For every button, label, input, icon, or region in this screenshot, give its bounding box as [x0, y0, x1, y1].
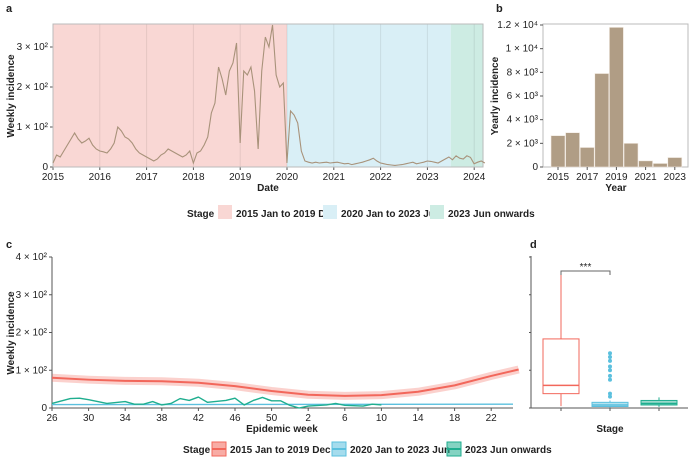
x-tick-label: 18: [449, 413, 461, 424]
y-tick-label: 4 × 10³: [507, 115, 539, 126]
x-tick-label: 2016: [89, 172, 112, 183]
x-axis-label: Date: [257, 183, 279, 194]
y-tick-label: 2 × 10²: [17, 82, 49, 93]
bar-2019: [609, 27, 624, 168]
x-tick-label: 46: [229, 413, 241, 424]
outlier-point: [608, 391, 612, 396]
outlier-point: [608, 373, 612, 378]
x-tick-label: 2022: [369, 172, 392, 183]
x-tick-label: 42: [193, 413, 205, 424]
outlier-point: [608, 351, 612, 356]
x-tick-label: 2021: [323, 172, 346, 183]
legend-swatch: [430, 205, 444, 219]
x-axis-label: Epidemic week: [246, 424, 318, 435]
y-tick-label: 4 × 10²: [16, 252, 48, 263]
x-axis-label: Stage: [596, 424, 624, 435]
legend-item: 2020 Jan to 2023 Jun: [341, 209, 441, 220]
x-tick-label: 2019: [229, 172, 252, 183]
legend-swatch: [218, 205, 232, 219]
y-tick-label: 2 × 10²: [16, 328, 48, 339]
x-tick-label: 2: [305, 413, 311, 424]
panel-label-d: d: [530, 239, 537, 251]
series-line: [51, 368, 519, 397]
stage-background: [450, 24, 484, 167]
legend-item: 2023 Jun onwards: [465, 445, 552, 456]
significance-bracket: [560, 270, 611, 275]
x-tick-label: 26: [46, 413, 58, 424]
plot-border: [52, 23, 484, 168]
box-3: [640, 399, 678, 406]
legend-swatch: [323, 205, 337, 219]
panel-label-a: a: [6, 3, 13, 15]
y-axis-label: Weekly incidence: [6, 54, 17, 138]
significance-label: ***: [580, 262, 592, 273]
bar-2022: [652, 163, 668, 168]
legend-item: 2023 Jun onwards: [448, 209, 535, 220]
outlier-point: [608, 377, 612, 382]
box-1: [542, 338, 580, 395]
bar-2021: [638, 160, 653, 168]
outlier-point: [608, 364, 612, 369]
outlier-point: [608, 394, 612, 399]
legend-title: Stage: [183, 445, 211, 456]
y-tick-label: 0: [41, 403, 47, 414]
x-tick-label: 34: [120, 413, 132, 424]
legend-title: Stage: [187, 209, 215, 220]
y-tick-label: 3 × 10²: [16, 290, 48, 301]
y-tick-label: 8 × 10³: [507, 67, 539, 78]
y-tick-label: 6 × 10³: [507, 91, 539, 102]
outlier-point: [608, 368, 612, 373]
series-line: [51, 396, 382, 409]
legend-item: 2020 Jan to 2023 Jun: [350, 445, 450, 456]
x-tick-label: 50: [266, 413, 278, 424]
panel-label-b: b: [496, 3, 503, 15]
x-tick-label: 2021: [634, 172, 657, 183]
x-tick-label: 2024: [463, 172, 486, 183]
x-tick-label: 2023: [416, 172, 439, 183]
stage-background: [53, 24, 287, 167]
bar-2017: [579, 147, 595, 168]
y-tick-label: 0: [42, 162, 48, 173]
x-tick-label: 2017: [576, 172, 599, 183]
stage-background: [287, 24, 451, 167]
outlier-point: [608, 355, 612, 360]
x-tick-label: 2018: [182, 172, 205, 183]
x-tick-label: 22: [486, 413, 498, 424]
y-tick-label: 1 × 10⁴: [506, 44, 538, 55]
panel-label-c: c: [6, 239, 12, 251]
x-axis-label: Year: [605, 183, 626, 194]
y-tick-label: 1 × 10²: [17, 122, 49, 133]
x-tick-label: 30: [83, 413, 95, 424]
y-tick-label: 0: [532, 162, 538, 173]
y-axis-label: Yearly incidence: [490, 56, 501, 135]
y-tick-label: 3 × 10²: [17, 42, 49, 53]
x-tick-label: 10: [376, 413, 388, 424]
bar-2018: [594, 73, 610, 168]
x-tick-label: 2015: [547, 172, 570, 183]
x-tick-label: 38: [156, 413, 168, 424]
y-tick-label: 1 × 10²: [16, 365, 48, 376]
bar-2015: [550, 135, 566, 168]
x-tick-label: 2015: [42, 172, 65, 183]
x-tick-label: 2017: [135, 172, 158, 183]
x-tick-label: 2023: [664, 172, 687, 183]
bar-2016: [565, 132, 580, 168]
x-tick-label: 6: [342, 413, 348, 424]
y-tick-label: 2 × 10³: [507, 138, 539, 149]
x-tick-label: 2020: [276, 172, 299, 183]
bar-2020: [623, 143, 639, 168]
bar-2023: [667, 157, 683, 168]
legend-item: 2015 Jan to 2019 Dec: [236, 209, 337, 220]
y-tick-label: 1.2 × 10⁴: [497, 20, 538, 31]
x-tick-label: 14: [412, 413, 424, 424]
y-axis-label: Weekly incidence: [6, 291, 17, 375]
outlier-point: [608, 358, 612, 363]
x-tick-label: 2019: [605, 172, 628, 183]
incidence-line: [52, 24, 486, 166]
legend-item: 2015 Jan to 2019 Dec: [230, 445, 331, 456]
